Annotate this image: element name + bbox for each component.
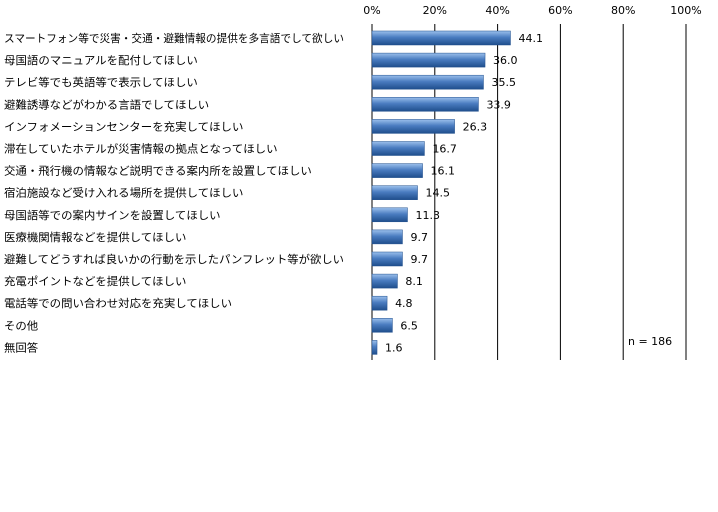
category-label: 避難誘導などがわかる言語でしてほしい [4, 97, 209, 111]
value-label: 14.5 [426, 187, 451, 200]
bar [371, 229, 403, 245]
sample-size-note: n = 186 [628, 335, 672, 348]
value-label: 16.7 [432, 143, 457, 156]
category-label: 無回答 [4, 340, 38, 354]
x-tick-label: 60% [548, 4, 572, 17]
value-label: 4.8 [395, 297, 413, 310]
value-label: 11.3 [415, 209, 440, 222]
value-label: 16.1 [431, 165, 456, 178]
value-label: 36.0 [493, 54, 518, 67]
category-label: 電話等での問い合わせ対応を充実してほしい [4, 296, 232, 310]
value-label: 35.5 [491, 76, 515, 89]
bar [371, 251, 403, 267]
value-labels: 44.136.0 35.5 33.9 26.3 16.7 16.1 14.5 11.3 9.7 9… [385, 32, 543, 354]
category-label: その他 [4, 319, 38, 332]
bar [371, 340, 378, 355]
bar [371, 52, 486, 68]
x-tick-label: 20% [423, 4, 447, 17]
value-label: 6.5 [400, 319, 418, 332]
bar [371, 141, 425, 156]
value-label: 44.1 [518, 32, 543, 45]
value-label: 1.6 [385, 341, 403, 354]
category-label: 滞在していたホテルが災害情報の拠点となってほしい [4, 142, 278, 156]
bar [371, 318, 393, 333]
bar [371, 185, 418, 200]
category-label: テレビ等でも英語等で表示してほしい [4, 75, 198, 89]
x-tick-label: 40% [485, 4, 509, 17]
category-label: 宿泊施設など受け入れる場所を提供してほしい [4, 186, 243, 200]
category-label: スマートフォン等で災害・交通・避難情報の提供を多言語でして欲しい [4, 31, 344, 45]
x-axis-ticks: 0% 20% 40% 60% 80% 100% [363, 4, 701, 17]
bar [371, 295, 388, 311]
gridlines [371, 24, 687, 360]
x-tick-label: 0% [363, 4, 380, 17]
value-label: 9.7 [410, 253, 428, 266]
bar [371, 97, 479, 112]
value-label: 26.3 [463, 120, 488, 133]
category-label: 医療機関情報などを提供してほしい [4, 230, 186, 244]
bars [371, 30, 511, 355]
bar [371, 163, 423, 178]
bar [371, 273, 398, 289]
category-label: 避難してどうすれば良いかの行動を示したパンフレット等が欲しい [4, 252, 344, 266]
category-label: 充電ポイントなどを提供してほしい [4, 274, 186, 288]
bar [371, 74, 484, 90]
x-tick-label: 100% [670, 4, 701, 17]
category-label: 母国語等での案内サインを設置してほしい [4, 208, 221, 222]
bar [371, 30, 511, 46]
category-labels: スマートフォン等で災害・交通・避難情報の提供を多言語でして欲しい母国語のマニュア… [4, 31, 344, 354]
value-label: 8.1 [405, 275, 423, 288]
bar [371, 119, 455, 134]
category-label: 交通・飛行機の情報など説明できる案内所を設置してほしい [4, 164, 312, 178]
category-label: インフォメーションセンターを充実してほしい [4, 119, 243, 133]
value-label: 9.7 [410, 231, 428, 244]
x-tick-label: 80% [611, 4, 635, 17]
value-label: 33.9 [486, 98, 511, 111]
category-label: 母国語のマニュアルを配付してほしい [4, 53, 198, 67]
bar [371, 207, 408, 223]
